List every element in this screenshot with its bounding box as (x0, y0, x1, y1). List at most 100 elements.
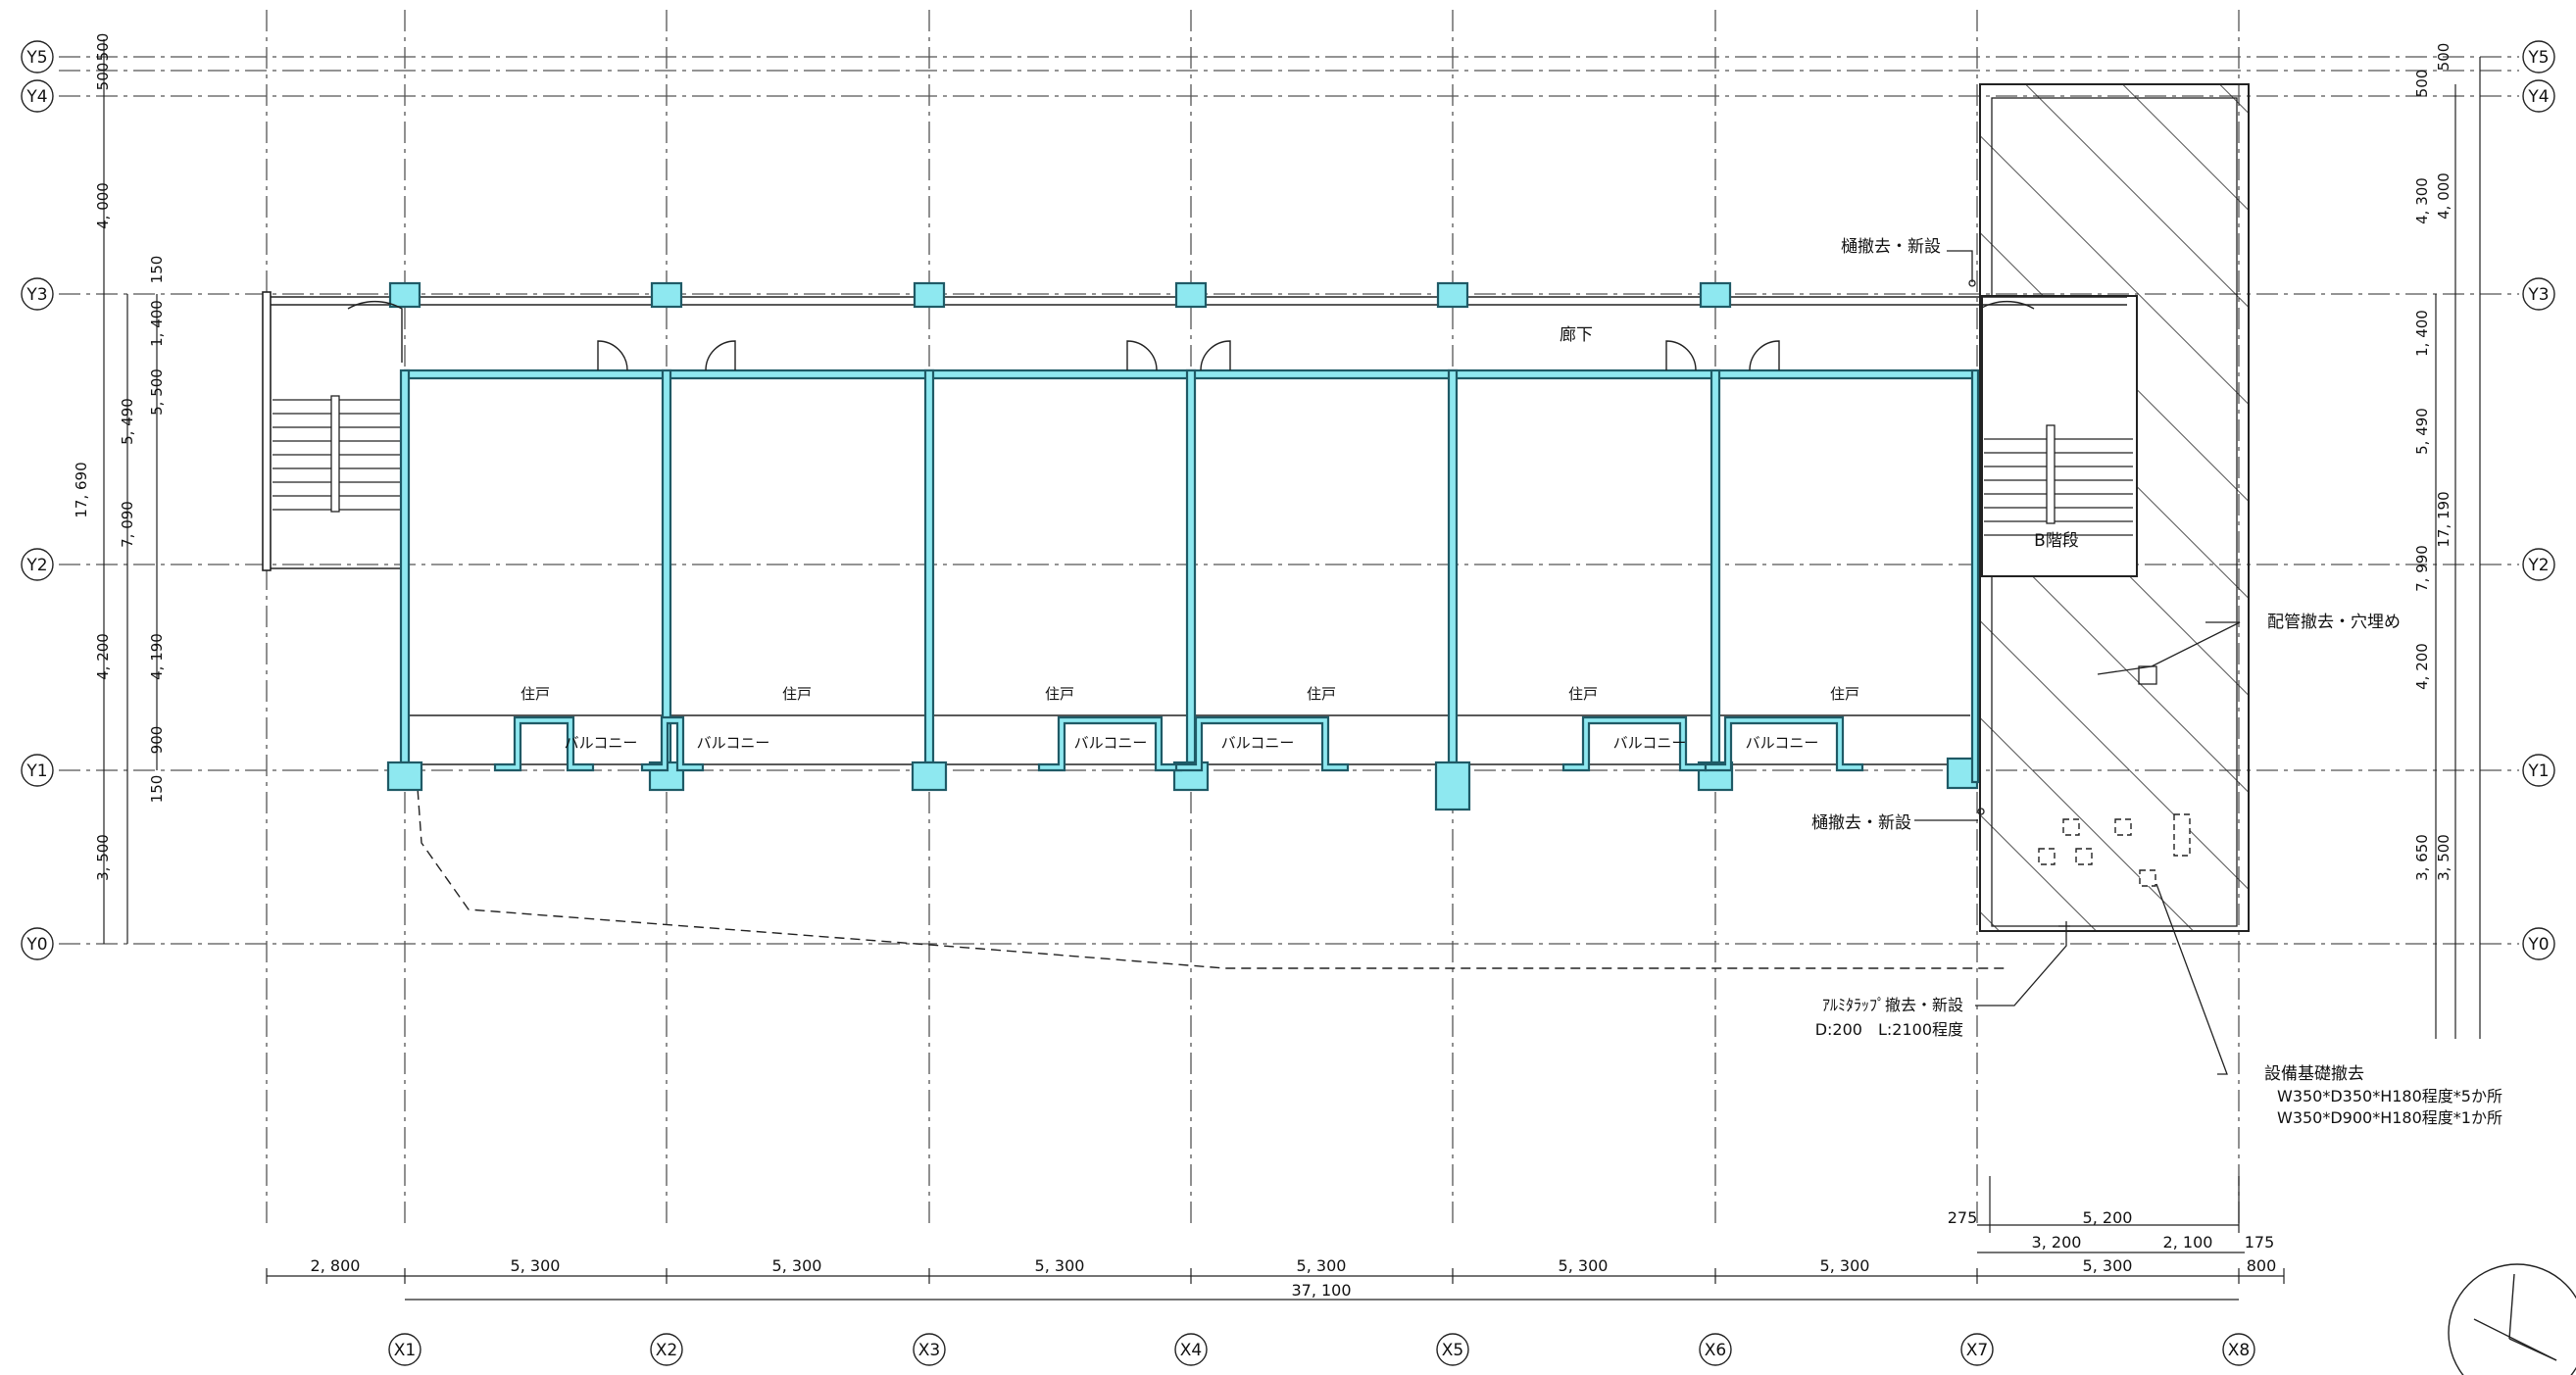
door-swing (597, 340, 628, 371)
dimension-text: 175 (2245, 1233, 2275, 1252)
grid-bubble-y: Y0 (21, 927, 54, 960)
dimension-text: 150 (148, 256, 166, 284)
balcony-wall (493, 715, 595, 772)
grid-bubble-y: Y2 (21, 548, 54, 581)
grid-bubble-y: Y2 (2522, 548, 2555, 581)
grid-bubble-y: Y1 (2522, 754, 2555, 787)
unit-door-label: 住戸 (1568, 685, 1598, 703)
grid-bubble-label: Y1 (2527, 761, 2549, 781)
dimension-text-total: 37, 100 (1291, 1281, 1351, 1300)
column (911, 761, 948, 792)
dimension-text: 4, 000 (94, 182, 112, 229)
partition-wall (661, 368, 672, 764)
grid-bubble-label: X6 (1705, 1341, 1726, 1360)
balcony-label: バルコニー (1074, 734, 1148, 752)
balcony-wall (640, 715, 705, 772)
grid-bubble-label: Y3 (2527, 285, 2549, 305)
partition-wall (1447, 368, 1459, 764)
grid-bubble-label: Y2 (25, 556, 47, 575)
pipe-note: 配管撤去・穴埋め (2267, 613, 2401, 632)
door-swing (1749, 340, 1780, 371)
dimension-text: 5, 490 (119, 398, 136, 445)
dimension-texts: 2, 800 5, 300 5, 300 5, 300 5, 300 5, 300 5, 3… (73, 33, 2452, 1300)
column (388, 281, 421, 309)
grid-bubble-label: Y4 (2527, 87, 2549, 107)
unit-door-label: 住戸 (782, 685, 812, 703)
gutter-note-bottom: 樋撤去・新設 (1811, 813, 1911, 833)
grid-bubble-label: Y5 (2527, 48, 2549, 68)
dimension-text: 5, 300 (511, 1256, 561, 1275)
stair-b-label: B階段 (2034, 531, 2079, 551)
unit-door-label: 住戸 (1045, 685, 1074, 703)
grid-bubble-label: Y2 (2527, 556, 2549, 575)
grid-bubble-label: X7 (1966, 1341, 1988, 1360)
dimension-text: 500 (94, 63, 112, 91)
grid-bubble-y: Y3 (21, 277, 54, 311)
equipment-bases (2038, 813, 2191, 887)
grid-bubble-x: X1 (388, 1333, 421, 1366)
grid-bubble-y: Y3 (2522, 277, 2555, 311)
partition-wall (1709, 368, 1721, 764)
unit-door-label: 住戸 (1830, 685, 1859, 703)
dimension-text: 5, 300 (1035, 1256, 1085, 1275)
grid-bubble-y: Y1 (21, 754, 54, 787)
dimension-lines (103, 39, 2481, 1301)
balcony-wall (1174, 715, 1350, 772)
partition-wall (399, 368, 411, 764)
grid-bubble-label: Y0 (2527, 935, 2549, 955)
dimension-text: 2, 800 (311, 1256, 361, 1275)
door-swing (705, 340, 736, 371)
dimension-text: 5, 300 (1820, 1256, 1870, 1275)
grid-bubble-label: Y3 (25, 285, 47, 305)
grid-bubble-label: Y1 (25, 761, 47, 781)
column (1434, 761, 1471, 811)
grid-bubble-label: Y0 (25, 935, 47, 955)
door-swing (1665, 340, 1697, 371)
grid-bubble-label: X2 (656, 1341, 677, 1360)
dimension-text: 4, 200 (94, 633, 112, 680)
balcony-wall (1704, 715, 1864, 772)
grid-bubble-x: X4 (1174, 1333, 1208, 1366)
partition-wall (923, 368, 935, 764)
grid-bubble-label: Y4 (25, 87, 47, 107)
corridor-label: 廊下 (1560, 325, 1593, 345)
stair-rail (330, 395, 340, 513)
balcony-label: バルコニー (1746, 734, 1819, 752)
end-wall (1970, 368, 1980, 784)
trap-note-line2: D:200 L:2100程度 (1815, 1020, 1963, 1039)
dimension-text: 4, 190 (148, 633, 166, 680)
dimension-text: 5, 500 (148, 368, 166, 416)
trap-note-line1: ｱﾙﾐﾀﾗｯﾌﾟ撤去・新設 (1822, 996, 1963, 1014)
grid-bubbles: X1 X2 X3 X4 X5 X6 X7 X8 Y5 Y5 Y4 Y4 Y3 Y3 Y2 Y2 Y1 Y1 Y0 Y0 (21, 40, 2555, 1366)
dimension-text: 5, 300 (2083, 1256, 2133, 1275)
dimension-text: 5, 200 (2083, 1208, 2133, 1227)
partition-wall (1185, 368, 1197, 764)
dimension-text: 5, 300 (1297, 1256, 1347, 1275)
dimension-text: 4, 000 (2435, 172, 2452, 220)
grid-bubble-x: X7 (1960, 1333, 1994, 1366)
stair-b-outline (1981, 295, 2138, 577)
door-swing (347, 300, 403, 363)
dimension-text: 500 (2435, 43, 2452, 72)
grid-bubble-label: X8 (2228, 1341, 2250, 1360)
grid-bubble-y: Y0 (2522, 927, 2555, 960)
grid-bubble-label: X5 (1442, 1341, 1463, 1360)
dimension-text: 3, 650 (2413, 834, 2431, 881)
balcony-label: バルコニー (1613, 734, 1687, 752)
grid-bubble-y: Y4 (21, 79, 54, 113)
dimension-text: 150 (148, 775, 166, 804)
grid-bubble-y: Y4 (2522, 79, 2555, 113)
balcony-label: バルコニー (1221, 734, 1295, 752)
door-swing (1979, 300, 2035, 363)
dimension-text: 17, 690 (73, 462, 90, 517)
dimension-text: 7, 990 (2413, 545, 2431, 592)
walls (386, 281, 1980, 811)
dimension-text: 3, 500 (2435, 834, 2452, 881)
balcony-label: バルコニー (697, 734, 770, 752)
column (386, 761, 423, 792)
equip-note-line3: W350*D900*H180程度*1か所 (2277, 1108, 2502, 1127)
grid-bubble-label: Y5 (25, 48, 47, 68)
unit-door-label: 住戸 (1307, 685, 1336, 703)
dimension-text: 500 (94, 33, 112, 62)
